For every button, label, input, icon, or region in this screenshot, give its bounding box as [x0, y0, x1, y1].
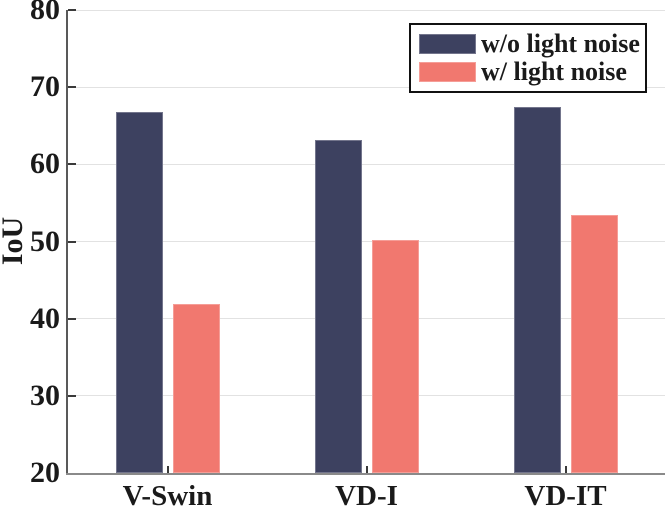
x-tick-mark-v-swin	[166, 466, 169, 473]
x-tick-label-vd-it: VD-IT	[524, 480, 607, 512]
y-tick-mark-60	[68, 163, 76, 166]
gridline-y-60	[68, 163, 665, 165]
y-tick-label-60: 60	[30, 147, 60, 181]
plot-area	[66, 9, 665, 475]
bar-w-light-noise-v-swin	[172, 304, 220, 473]
y-axis-line	[66, 10, 68, 475]
y-tick-label-70: 70	[30, 70, 60, 104]
gridline-y-70	[68, 86, 665, 88]
legend-swatch-w-o-light-noise	[419, 34, 476, 54]
y-tick-label-30: 30	[30, 378, 60, 412]
legend-item-w-light-noise: w/ light noise	[419, 59, 638, 85]
x-axis-line	[66, 473, 665, 475]
x-tick-label-v-swin: V-Swin	[122, 480, 213, 512]
gridline-y-40	[68, 318, 665, 320]
x-tick-label-vd-i: VD-I	[335, 480, 398, 512]
gridline-y-50	[68, 241, 665, 242]
y-tick-mark-50	[68, 240, 76, 243]
bar-w-light-noise-vd-it	[570, 214, 618, 473]
legend-label-w-light-noise: w/ light noise	[481, 57, 627, 86]
legend-swatch-w-light-noise	[419, 62, 476, 82]
y-tick-label-80: 80	[30, 0, 60, 26]
y-tick-mark-30	[68, 394, 76, 397]
y-tick-label-20: 20	[30, 456, 60, 489]
x-tick-mark-vd-it	[564, 466, 567, 473]
bar-w-o-light-noise-v-swin	[115, 111, 163, 473]
gridline-y-30	[68, 395, 665, 397]
gridline-y-80	[68, 9, 665, 11]
legend: w/o light noise w/ light noise	[409, 23, 647, 93]
legend-item-w-o-light-noise: w/o light noise	[419, 29, 640, 58]
y-tick-mark-70	[68, 86, 76, 89]
x-tick-mark-vd-i	[365, 466, 368, 473]
bar-w-o-light-noise-vd-i	[314, 140, 362, 473]
legend-label-w-o-light-noise: w/o light noise	[481, 29, 640, 58]
bar-w-o-light-noise-vd-it	[513, 107, 561, 473]
y-tick-mark-80	[68, 9, 76, 11]
bar-w-light-noise-vd-i	[371, 239, 419, 473]
y-tick-label-50: 50	[30, 224, 60, 258]
y-tick-label-40: 40	[30, 301, 60, 335]
y-tick-mark-40	[68, 317, 76, 320]
